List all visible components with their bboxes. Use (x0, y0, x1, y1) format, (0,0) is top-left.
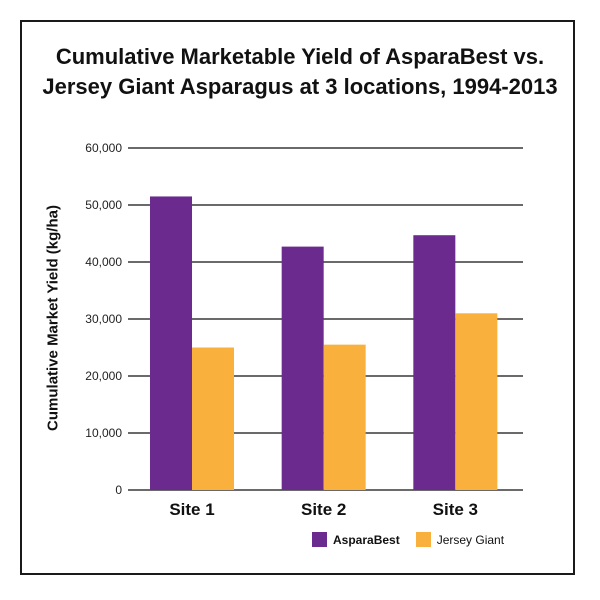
legend-swatch-asparabest (312, 532, 327, 547)
y-tick-label-10000: 10,000 (85, 426, 122, 440)
legend-label-asparabest: AsparaBest (333, 532, 400, 547)
y-tick-label-50000: 50,000 (85, 198, 122, 212)
y-tick-label-30000: 30,000 (85, 312, 122, 326)
legend-label-jersey-giant: Jersey Giant (436, 532, 505, 547)
bar-asparabest-site-2 (281, 246, 324, 490)
x-category-label-site-1: Site 1 (169, 500, 214, 519)
y-tick-label-0: 0 (115, 483, 122, 497)
y-tick-label-60000: 60,000 (85, 141, 122, 155)
bar-asparabest-site-3 (413, 235, 456, 490)
x-category-label-site-3: Site 3 (433, 500, 478, 519)
legend-swatch-jersey-giant (415, 532, 431, 547)
y-tick-label-40000: 40,000 (85, 255, 122, 269)
legend-item-jersey-giant: Jersey Giant (415, 532, 505, 547)
bar-jersey-giant-site-1 (192, 347, 234, 490)
legend-item-asparabest: AsparaBest (312, 532, 400, 547)
bar-jersey-giant-site-2 (323, 344, 366, 490)
y-tick-label-20000: 20,000 (85, 369, 122, 383)
chart-title: Cumulative Marketable Yield of AsparaBes… (42, 44, 558, 99)
bar-jersey-giant-site-3 (455, 313, 498, 490)
legend: AsparaBest Jersey Giant (312, 532, 520, 547)
bar-asparabest-site-1 (150, 196, 192, 490)
x-category-label-site-2: Site 2 (301, 500, 346, 519)
